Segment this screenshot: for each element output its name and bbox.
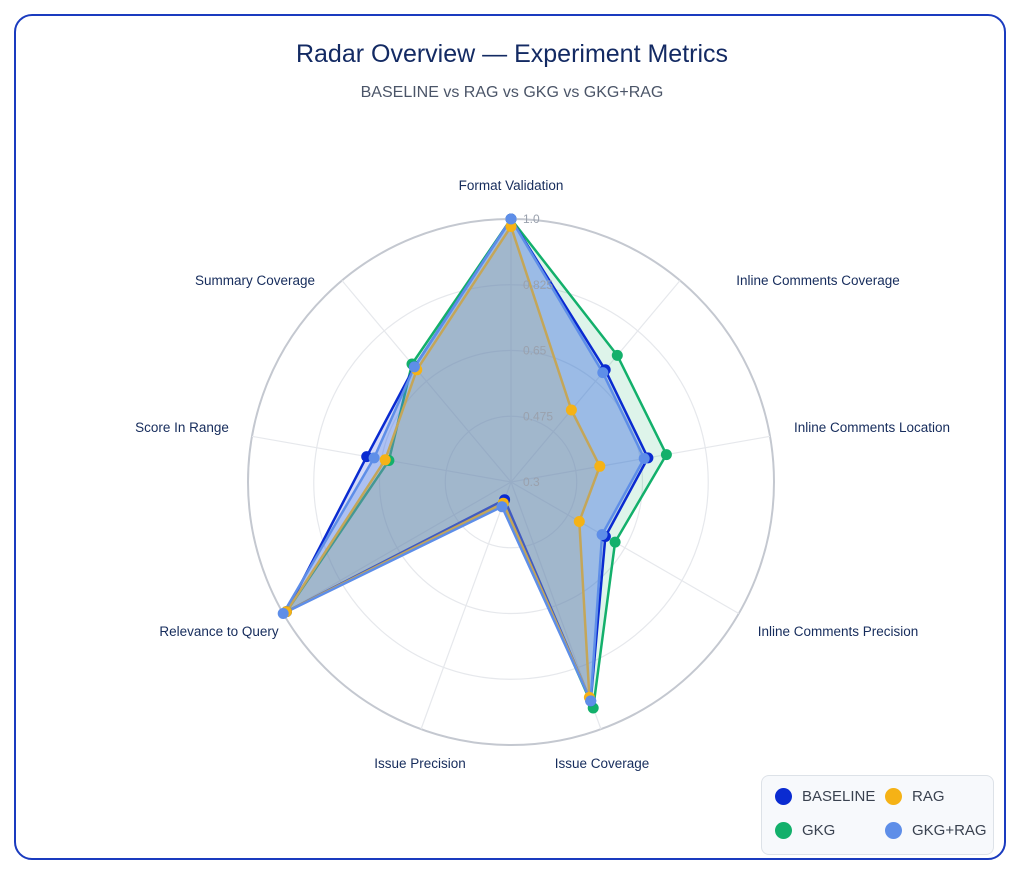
data-point [368, 452, 380, 464]
radial-tick-label: 0.475 [523, 409, 553, 423]
category-label: Relevance to Query [159, 624, 279, 639]
legend-label-baseline: BASELINE [802, 788, 876, 805]
data-point [609, 536, 621, 548]
category-label: Score In Range [135, 420, 229, 435]
data-point [408, 361, 420, 373]
data-point [611, 349, 623, 361]
grid-spoke [420, 481, 512, 730]
grid-spoke [510, 280, 681, 483]
data-point [496, 501, 508, 513]
legend-swatch-rag [885, 788, 902, 805]
legend: BASELINE RAG GKG GKG+RAG [761, 775, 994, 855]
legend-label-rag: RAG [912, 788, 945, 805]
data-point [660, 449, 672, 461]
grid-spoke [282, 481, 512, 615]
legend-swatch-baseline [775, 788, 792, 805]
data-point [565, 404, 577, 416]
grid-spoke [510, 481, 740, 615]
series-area-gkg-rag [281, 217, 646, 703]
legend-label-gkg: GKG [802, 822, 836, 839]
legend-item-gkg[interactable]: GKG [775, 822, 835, 839]
legend-swatch-gkg-rag [885, 822, 902, 839]
data-point [505, 213, 517, 225]
legend-item-gkg-rag[interactable]: GKG+RAG [885, 822, 987, 839]
category-label: Issue Coverage [555, 756, 650, 771]
legend-label-gkg-rag: GKG+RAG [912, 822, 987, 839]
data-point [585, 695, 597, 707]
radial-tick-label: 0.65 [523, 344, 547, 358]
chart-title: Radar Overview — Experiment Metrics [295, 40, 729, 68]
legend-item-baseline[interactable]: BASELINE [775, 788, 875, 805]
category-label: Format Validation [459, 178, 564, 193]
data-point [594, 460, 606, 472]
data-point [573, 516, 585, 527]
grid-spoke [341, 280, 512, 483]
category-label: Inline Comments Precision [758, 624, 919, 639]
category-label: Summary Coverage [195, 273, 315, 288]
category-label: Issue Precision [374, 756, 466, 771]
data-point [638, 453, 650, 464]
data-point [597, 367, 609, 379]
legend-swatch-gkg [775, 822, 792, 839]
radial-tick-label: 1.0 [523, 212, 540, 226]
data-point [379, 454, 391, 466]
category-label: Inline Comments Location [794, 420, 950, 435]
radial-tick-label: 0.825 [523, 278, 553, 292]
legend-item-rag[interactable]: RAG [885, 788, 945, 805]
data-point [596, 529, 608, 541]
radial-tick-label: 0.3 [523, 475, 540, 489]
data-point [277, 608, 289, 619]
series-area-rag [285, 225, 602, 699]
chart-card [14, 14, 1006, 860]
chart-subtitle: BASELINE vs RAG vs GKG vs GKG+RAG [360, 84, 664, 101]
category-label: Inline Comments Coverage [736, 273, 900, 288]
